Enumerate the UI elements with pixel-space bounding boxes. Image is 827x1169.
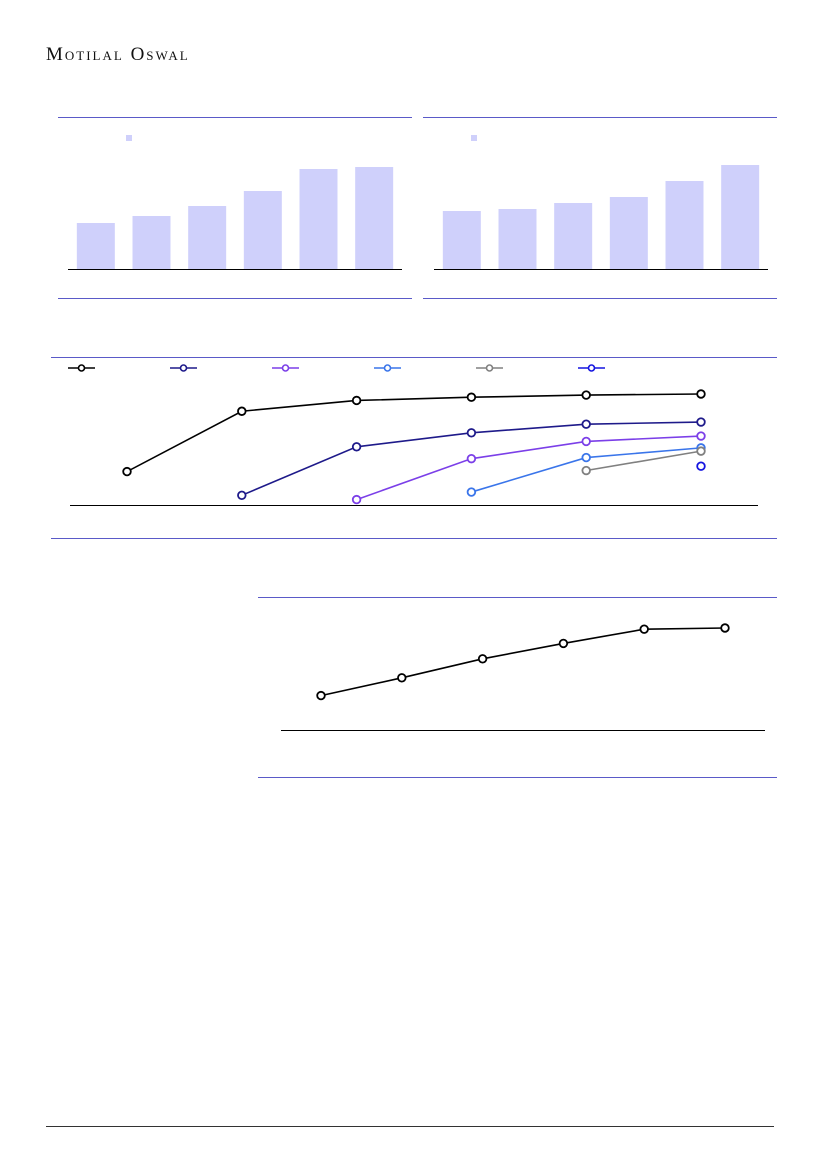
chart3-series-1-line <box>126 393 702 473</box>
chart3-legend-1-marker <box>77 364 86 372</box>
chart3-legend-6-marker <box>587 364 596 372</box>
chart4-series-1-point-5 <box>639 624 649 634</box>
brand-logo: Motilal Oswal <box>46 44 190 65</box>
chart1-bar-4 <box>243 191 282 269</box>
chart3-series-4-point-1 <box>466 487 477 497</box>
chart4-series-1-point-2 <box>397 673 407 683</box>
chart2-legend-swatch <box>471 135 477 141</box>
chart1-bar-2 <box>132 216 171 269</box>
chart3-series-4-point-2 <box>581 452 591 463</box>
chart1-bar-5 <box>299 169 338 269</box>
chart3-series-2-point-4 <box>581 419 591 429</box>
chart3-series-3-point-4 <box>696 431 706 441</box>
chart2-bar-4 <box>609 197 648 269</box>
chart3-series-6-point-1 <box>696 461 706 471</box>
chart3-series-2-point-3 <box>466 428 477 438</box>
chart3-series-3-point-3 <box>581 436 591 447</box>
chart3-legend-2-marker <box>179 364 188 372</box>
chart3-legend-3-marker <box>281 364 290 372</box>
chart3-series-1-point-5 <box>581 390 591 400</box>
chart3-series-5-point-2 <box>696 446 706 456</box>
chart3-series-3-point-2 <box>466 453 477 464</box>
chart3-legend-5-marker <box>485 364 494 372</box>
chart4-series-1-point-1 <box>316 690 326 701</box>
chart3-series-2-point-2 <box>351 442 362 452</box>
chart2-bar-5 <box>665 181 704 269</box>
chart4-series-1-point-3 <box>477 654 488 664</box>
chart3-legend-4-marker <box>383 364 392 372</box>
chart3-series-1-point-3 <box>351 395 362 406</box>
chart3-series-1-point-6 <box>696 389 706 399</box>
chart2-bar-2 <box>498 209 537 269</box>
chart4-series-1-line <box>320 627 726 697</box>
chart4-series-1-point-4 <box>558 638 569 649</box>
chart2-bar-6 <box>721 165 760 269</box>
chart1-bar-1 <box>76 223 115 269</box>
chart3-series-3-line <box>356 435 702 501</box>
chart3-series-3-point-1 <box>351 494 362 505</box>
chart1-bar-6 <box>355 167 394 269</box>
chart3-series-5-line <box>586 450 702 472</box>
chart2-bar-3 <box>554 203 593 269</box>
chart3-series-1-point-4 <box>466 392 477 402</box>
chart3-series-2-point-5 <box>696 417 706 427</box>
chart2-bar-1 <box>442 211 481 269</box>
chart1-legend-swatch <box>126 135 132 141</box>
chart3-series-5-point-1 <box>581 465 591 476</box>
chart4-series-1-point-6 <box>720 623 730 633</box>
chart3-series-2-point-1 <box>237 490 247 501</box>
chart1-bar-3 <box>188 206 227 269</box>
chart3-series-1-point-2 <box>237 406 247 416</box>
chart3-series-1-point-1 <box>122 466 132 477</box>
footer-rule <box>46 1126 774 1127</box>
